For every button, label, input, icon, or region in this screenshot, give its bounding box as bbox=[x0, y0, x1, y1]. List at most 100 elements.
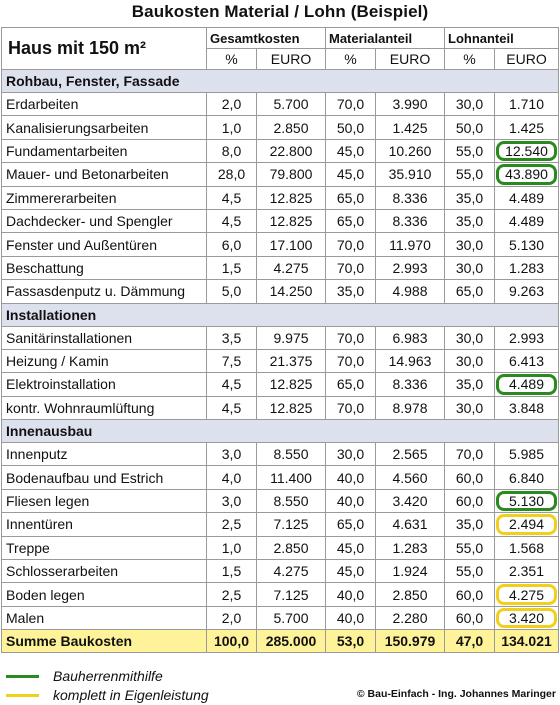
value-cell: 2.993 bbox=[375, 255, 445, 281]
value-cell: 79.800 bbox=[256, 162, 326, 187]
table-row: Heizung / Kamin 7,5 21.375 70,0 14.963 30,0 6.… bbox=[1, 348, 559, 374]
value-cell: 1.924 bbox=[375, 559, 445, 584]
value-cell: 35,0 bbox=[444, 372, 495, 397]
value-cell: 65,0 bbox=[325, 208, 376, 234]
cost-table: Haus mit 150 m² Gesamtkosten Materialant… bbox=[1, 27, 559, 654]
value-cell: 1,5 bbox=[206, 559, 257, 584]
value-cell: 6,0 bbox=[206, 232, 257, 257]
total-label: Summe Baukosten bbox=[1, 629, 207, 654]
value-cell: 4,5 bbox=[206, 208, 257, 234]
row-label: Fassasdenputz u. Dämmung bbox=[1, 279, 207, 304]
value-cell: 30,0 bbox=[444, 395, 495, 421]
value-cell: 65,0 bbox=[325, 512, 376, 537]
value-cell: 4.631 bbox=[375, 512, 445, 537]
value-cell: 2,0 bbox=[206, 91, 257, 117]
value-cell: 4.489 bbox=[494, 208, 559, 234]
value-cell: 2,5 bbox=[206, 582, 257, 607]
value-cell: 8.336 bbox=[375, 372, 445, 397]
section-title: Innenausbau bbox=[1, 419, 559, 444]
value-cell: 9.263 bbox=[494, 279, 559, 304]
table-row: Sanitärinstallationen 3,5 9.975 70,0 6.983 30… bbox=[1, 325, 559, 350]
table-row: Malen 2,0 5.700 40,0 2.280 60,0 3.420 bbox=[1, 605, 559, 631]
row-label: Beschattung bbox=[1, 255, 207, 281]
value-cell: 1.283 bbox=[494, 255, 559, 281]
value-cell: 6.413 bbox=[494, 348, 559, 374]
value-cell: 6.840 bbox=[494, 465, 559, 490]
page-title: Baukosten Material / Lohn (Beispiel) bbox=[131, 2, 429, 21]
value-cell: 12.825 bbox=[256, 372, 326, 397]
row-label: Boden legen bbox=[1, 582, 207, 607]
value-cell: 40,0 bbox=[325, 582, 376, 607]
table-row: Fassasdenputz u. Dämmung 5,0 14.250 35,0 4.9… bbox=[1, 279, 559, 304]
value-cell: 70,0 bbox=[325, 91, 376, 117]
value-cell: 4,5 bbox=[206, 395, 257, 421]
value-cell: 40,0 bbox=[325, 488, 376, 514]
value-cell: 35.910 bbox=[375, 162, 445, 187]
value-cell: 70,0 bbox=[444, 442, 495, 467]
table-row: Dachdecker- und Spengler 4,5 12.825 65,0 8.3… bbox=[1, 208, 559, 234]
value-cell: 10.260 bbox=[375, 138, 445, 164]
group-lohnanteil: Lohnanteil bbox=[444, 27, 559, 49]
value-cell: 4.275 bbox=[256, 559, 326, 584]
value-cell: 8.336 bbox=[375, 208, 445, 234]
legend-swatch bbox=[6, 674, 39, 678]
value-cell: 70,0 bbox=[325, 255, 376, 281]
row-label: Fundamentarbeiten bbox=[1, 138, 207, 164]
value-cell: 40,0 bbox=[325, 465, 376, 490]
legend-swatch bbox=[6, 693, 39, 697]
row-label: Elektroinstallation bbox=[1, 372, 207, 397]
value-cell: 70,0 bbox=[325, 395, 376, 421]
value-cell: 30,0 bbox=[444, 255, 495, 281]
unit-header: % bbox=[444, 48, 495, 70]
value-cell: 45,0 bbox=[325, 559, 376, 584]
value-cell: 5.700 bbox=[256, 605, 326, 631]
section-header-row: Rohbau, Fenster, Fassade bbox=[1, 69, 559, 93]
value-cell: 30,0 bbox=[444, 325, 495, 350]
value-cell: 1.425 bbox=[494, 115, 559, 140]
unit-header: EURO bbox=[494, 48, 559, 70]
value-cell: 1,0 bbox=[206, 535, 257, 561]
table-row: Boden legen 2,5 7.125 40,0 2.850 60,0 4.275 bbox=[1, 582, 559, 607]
row-label: Fenster und Außentüren bbox=[1, 232, 207, 257]
table-row: Elektroinstallation 4,5 12.825 65,0 8.336 35,… bbox=[1, 372, 559, 397]
value-cell: 14.250 bbox=[256, 279, 326, 304]
value-cell: 4,0 bbox=[206, 465, 257, 490]
section-title: Rohbau, Fenster, Fassade bbox=[1, 69, 559, 93]
value-cell: 5,0 bbox=[206, 279, 257, 304]
row-label: Malen bbox=[1, 605, 207, 631]
value-cell: 7,5 bbox=[206, 348, 257, 374]
value-cell: 1,0 bbox=[206, 115, 257, 140]
total-value: 47,0 bbox=[444, 629, 495, 654]
highlight-green bbox=[496, 374, 557, 395]
value-cell: 70,0 bbox=[325, 348, 376, 374]
value-cell: 5.985 bbox=[494, 442, 559, 467]
total-value: 100,0 bbox=[206, 629, 257, 654]
value-cell: 8.336 bbox=[375, 185, 445, 210]
value-cell: 45,0 bbox=[325, 535, 376, 561]
value-cell: 2.850 bbox=[375, 582, 445, 607]
value-cell: 11.970 bbox=[375, 232, 445, 257]
highlight-yellow bbox=[496, 584, 557, 605]
table-row: Fenster und Außentüren 6,0 17.100 70,0 11.97… bbox=[1, 232, 559, 257]
highlight-yellow bbox=[496, 607, 557, 629]
total-value: 150.979 bbox=[375, 629, 445, 654]
value-cell: 7.125 bbox=[256, 582, 326, 607]
value-cell: 4.560 bbox=[375, 465, 445, 490]
value-cell: 2.351 bbox=[494, 559, 559, 584]
table-row: Fliesen legen 3,0 8.550 40,0 3.420 60,0 5.130 bbox=[1, 488, 559, 514]
value-cell: 28,0 bbox=[206, 162, 257, 187]
value-cell: 30,0 bbox=[444, 348, 495, 374]
row-label: Schlosserarbeiten bbox=[1, 559, 207, 584]
value-cell: 8.550 bbox=[256, 442, 326, 467]
value-cell: 60,0 bbox=[444, 582, 495, 607]
value-cell: 1.283 bbox=[375, 535, 445, 561]
value-cell: 40,0 bbox=[325, 605, 376, 631]
value-cell: 3.848 bbox=[494, 395, 559, 421]
value-cell: 8.978 bbox=[375, 395, 445, 421]
value-cell: 65,0 bbox=[444, 279, 495, 304]
table-row: Fundamentarbeiten 8,0 22.800 45,0 10.260 55,0… bbox=[1, 138, 559, 164]
value-cell: 45,0 bbox=[325, 138, 376, 164]
table-row: kontr. Wohnraumlüftung 4,5 12.825 70,0 8.978… bbox=[1, 395, 559, 421]
legend: Bauherrenmithilfe komplett in Eigenleist… bbox=[0, 660, 560, 705]
value-cell: 35,0 bbox=[444, 185, 495, 210]
